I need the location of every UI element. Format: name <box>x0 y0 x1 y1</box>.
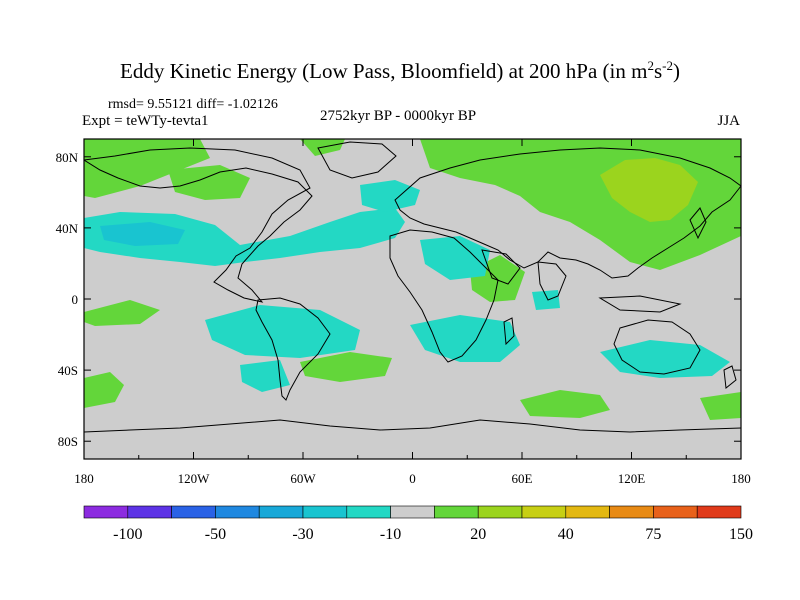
colorbar-swatch <box>390 505 435 519</box>
coast-eurasia <box>394 147 741 279</box>
colorbar-label: -30 <box>292 526 313 543</box>
field-europe <box>360 180 420 212</box>
x-tick-label: 60W <box>290 471 316 486</box>
x-tick-label: 180 <box>731 471 751 486</box>
colorbar-swatch <box>346 505 391 519</box>
x-tick-label: 120E <box>618 471 646 486</box>
colorbar-swatch <box>565 505 610 519</box>
colorbar-swatch <box>477 505 523 519</box>
x-tick-label: 60E <box>512 471 533 486</box>
x-tick-label: 180 <box>74 471 94 486</box>
field-pacific-north <box>168 165 250 200</box>
period-label: 2752kyr BP - 0000kyr BP <box>320 108 477 124</box>
field-southindian <box>300 352 392 382</box>
colorbar-swatch <box>83 505 129 519</box>
colorbar-swatch <box>302 505 348 519</box>
map-plot-area <box>84 139 741 459</box>
coast-south-america <box>255 297 331 401</box>
y-tick-label: 80S <box>58 434 78 449</box>
field-southwest <box>240 360 290 392</box>
y-tick-label: 40N <box>56 221 79 236</box>
coast-madagascar <box>503 317 515 346</box>
x-axis: 180 120W 60W 0 60E 120E 180 <box>74 139 751 486</box>
coast-arabia <box>481 249 521 285</box>
field-equator-east <box>532 290 560 310</box>
coast-japan <box>689 207 707 240</box>
coast-indonesia <box>598 295 682 313</box>
field-northafrica <box>420 236 490 280</box>
anomaly-field <box>84 139 741 420</box>
colorbar-label: -50 <box>205 526 226 543</box>
stats-label: rmsd= 9.55121 diff= -1.02126 <box>108 97 278 112</box>
x-tick-label: 120W <box>178 471 211 486</box>
season-label: JJA <box>717 113 740 129</box>
field-southeast <box>700 392 741 420</box>
coast-antarctica <box>84 419 741 433</box>
x-tick-label: 0 <box>409 471 416 486</box>
coast-africa <box>389 229 499 363</box>
map-title: Eddy Kinetic Energy (Low Pass, Bloomfiel… <box>120 58 680 83</box>
colorbar-label: -100 <box>113 526 142 543</box>
colorbar-swatch <box>434 505 479 519</box>
coastlines <box>84 141 741 433</box>
colorbar-label: 20 <box>470 526 486 543</box>
coast-new-zealand <box>723 365 737 389</box>
coast-india <box>537 261 567 301</box>
colorbar-swatch <box>171 505 216 519</box>
coast-greenland <box>317 141 397 179</box>
field-pacific-core <box>100 222 185 246</box>
field-australia-south <box>600 340 730 378</box>
colorbar-swatch <box>696 505 742 519</box>
field-tropics-west <box>84 300 160 326</box>
colorbar-label: 40 <box>558 526 574 543</box>
coast-north-america <box>84 147 313 303</box>
colorbar-label: 150 <box>729 526 753 543</box>
colorbar-swatch <box>609 505 654 519</box>
field-asia-core <box>600 158 698 222</box>
y-tick-label: 40S <box>58 363 78 378</box>
field-south-atlantic <box>205 305 360 358</box>
experiment-label: Expt = teWTy-tevta1 <box>82 113 209 129</box>
y-tick-label: 80N <box>56 150 79 165</box>
colorbar-swatch <box>127 505 172 519</box>
colorbar-swatch <box>258 505 304 519</box>
colorbar-label: -10 <box>380 526 401 543</box>
colorbar-swatch <box>215 505 260 519</box>
field-atlantic-band <box>84 208 405 266</box>
field-southpacific <box>84 372 124 408</box>
y-axis: 80N 40N 0 40S 80S <box>56 150 741 449</box>
colorbar-swatch <box>653 505 698 519</box>
colorbar: -100 -50 -30 -10 20 40 75 150 <box>83 505 753 543</box>
field-arctic-west <box>84 139 210 198</box>
field-indian-south <box>410 315 520 362</box>
field-southern-ocean <box>520 390 610 418</box>
colorbar-swatch <box>521 505 567 519</box>
coast-australia <box>613 319 701 375</box>
colorbar-label: 75 <box>645 526 661 543</box>
y-tick-label: 0 <box>72 292 79 307</box>
